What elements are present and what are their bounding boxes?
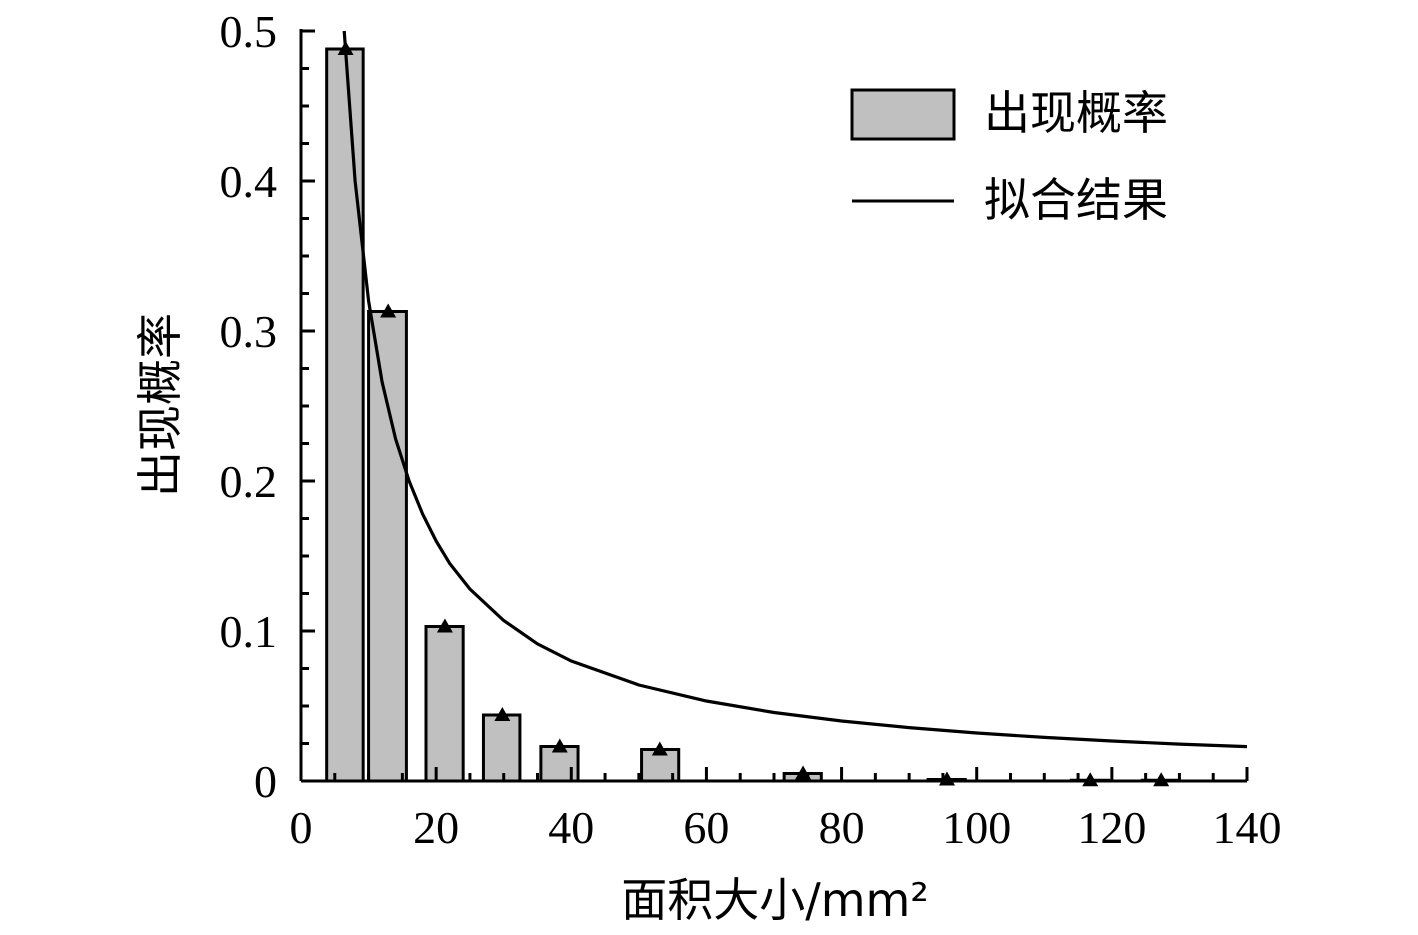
- y-axis-title: 出现概率: [133, 313, 187, 497]
- y-tick-label-0.4: 0.4: [220, 156, 278, 207]
- x-tick-label-80: 80: [819, 802, 865, 853]
- legend-line-label: 拟合结果: [984, 173, 1168, 227]
- y-tick-label-0.2: 0.2: [220, 456, 278, 507]
- marker-10: [1153, 772, 1170, 787]
- x-tick-label-140: 140: [1213, 802, 1282, 853]
- x-axis-title: 面积大小/mm²: [621, 873, 929, 927]
- bar-2: [367, 310, 408, 783]
- y-tick-label-0.3: 0.3: [220, 306, 278, 357]
- marker-3: [436, 618, 453, 633]
- legend: 出现概率 拟合结果: [850, 86, 1168, 227]
- legend-bar-swatch: [850, 88, 956, 141]
- bar-3: [424, 625, 465, 783]
- marker-5: [551, 738, 568, 753]
- bar-1: [325, 47, 365, 783]
- fit-curve: [342, 30, 1248, 749]
- x-tick-label-20: 20: [413, 802, 459, 853]
- fit-line-layer: [342, 30, 1248, 749]
- bar-4: [481, 713, 522, 783]
- marker-9: [1082, 772, 1099, 787]
- y-tick-label-0.1: 0.1: [220, 606, 278, 657]
- y-tick-label-0: 0: [254, 756, 277, 807]
- x-tick-label-120: 120: [1077, 802, 1146, 853]
- x-tick-label-0: 0: [290, 802, 313, 853]
- x-tick-label-60: 60: [683, 802, 729, 853]
- marker-6: [651, 741, 668, 756]
- legend-bar-label: 出现概率: [984, 86, 1168, 140]
- y-ticks: 0 0.1 0.2 0.3 0.4 0.5: [220, 6, 315, 807]
- y-tick-label-0.5: 0.5: [220, 6, 278, 57]
- x-tick-label-100: 100: [942, 802, 1011, 853]
- marker-2: [380, 303, 397, 318]
- marker-1: [337, 41, 354, 55]
- marker-4: [494, 707, 511, 721]
- x-tick-label-40: 40: [548, 802, 594, 853]
- bars-layer: [325, 47, 1181, 783]
- x-ticks: 0 20 40 60 80 100 120 140: [290, 767, 1282, 853]
